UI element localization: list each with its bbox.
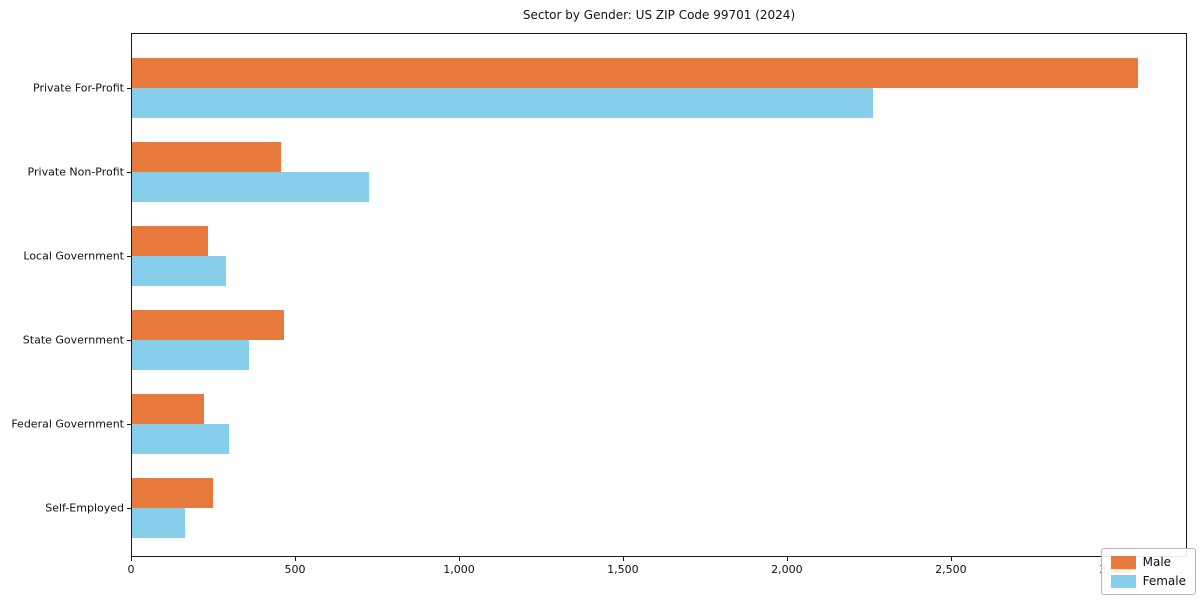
legend-entry-male: Male — [1110, 555, 1186, 569]
x-tick-label: 1,500 — [607, 563, 639, 576]
bar-male-5 — [132, 394, 205, 424]
y-tick-label: Self-Employed — [45, 501, 124, 515]
bar-male-6 — [132, 478, 213, 508]
x-tick-label: 2,000 — [771, 563, 803, 576]
x-tick-mark — [459, 557, 460, 561]
y-tick-label: Private For-Profit — [33, 81, 124, 95]
x-tick-label: 1,000 — [443, 563, 475, 576]
y-tick-label: Local Government — [23, 249, 124, 263]
y-tick-mark — [127, 256, 131, 257]
bar-male-1 — [132, 58, 1138, 88]
y-tick-mark — [127, 424, 131, 425]
x-tick-mark — [295, 557, 296, 561]
chart-title: Sector by Gender: US ZIP Code 99701 (202… — [522, 8, 796, 22]
legend-entry-female: Female — [1110, 574, 1186, 588]
bar-female-2 — [132, 172, 370, 202]
legend: Male Female — [1100, 548, 1196, 595]
x-tick-mark — [131, 557, 132, 561]
bar-female-1 — [132, 88, 873, 118]
plot-area — [131, 33, 1187, 557]
x-tick-label: 500 — [284, 563, 306, 576]
bar-female-4 — [132, 340, 250, 370]
legend-label: Female — [1142, 574, 1186, 588]
bar-male-2 — [132, 142, 282, 172]
x-tick-mark — [950, 557, 952, 561]
x-tick-mark — [622, 557, 624, 561]
x-tick-mark — [786, 557, 788, 561]
x-tick-label: 2,500 — [935, 563, 967, 576]
y-tick-label: Private Non-Profit — [27, 165, 124, 179]
bar-male-3 — [132, 226, 209, 256]
y-tick-label: State Government — [22, 333, 124, 347]
legend-swatch-female — [1110, 574, 1136, 588]
bar-female-6 — [132, 508, 186, 538]
legend-label: Male — [1142, 555, 1172, 569]
x-tick-label: 0 — [127, 563, 135, 576]
y-tick-label: Federal Government — [11, 417, 124, 431]
y-tick-mark — [127, 88, 131, 89]
y-tick-mark — [127, 172, 131, 173]
bar-female-3 — [132, 256, 227, 286]
y-tick-mark — [127, 508, 131, 509]
legend-swatch-male — [1110, 555, 1136, 569]
y-tick-mark — [127, 340, 131, 341]
bar-female-5 — [132, 424, 230, 454]
bar-male-4 — [132, 310, 285, 340]
